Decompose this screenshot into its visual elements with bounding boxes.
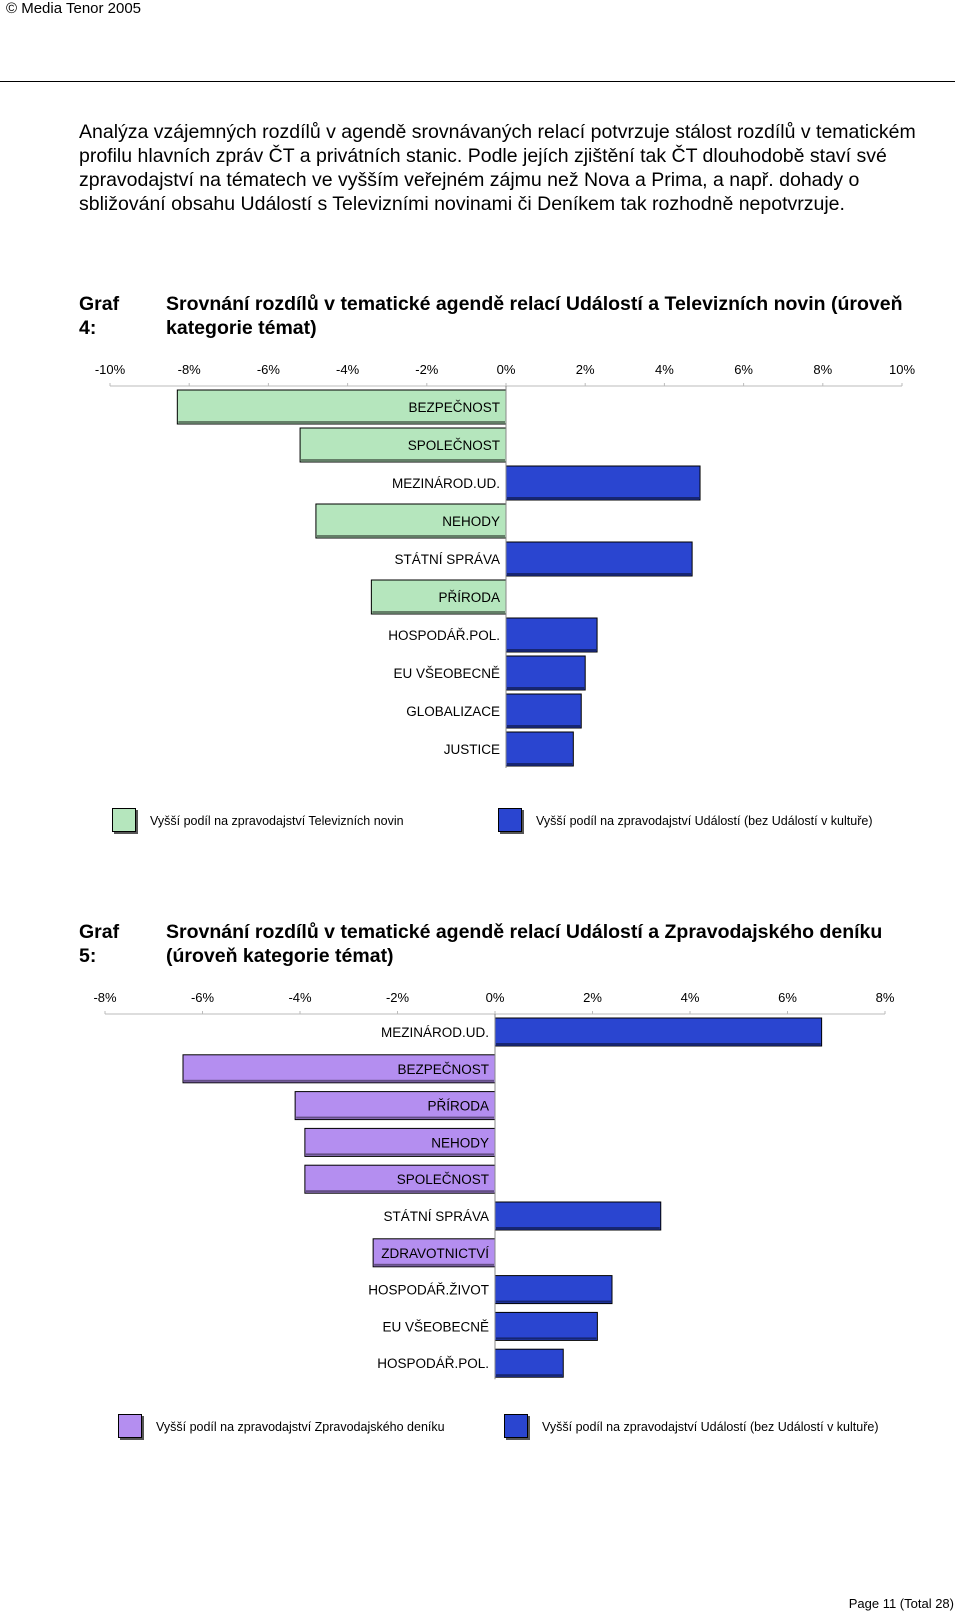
bar-shadow [184,1079,494,1082]
graf5-title: Srovnání rozdílů v tematické agendě rela… [166,921,883,967]
bar-shadow [507,497,700,499]
x-tick-label: -4% [288,990,312,1005]
graf4-chart: -10% -8% -6% -4% -2% 0% 2% 4% 6% 8% 10% BEZPEČNOST S… [95,362,915,768]
bar [299,427,507,463]
x-tick-label: 8% [813,362,832,377]
bar-shadow [496,1227,660,1229]
bar [505,541,693,577]
category-label: GLOBALIZACE [406,704,500,719]
intro-paragraph: Analýza vzájemných rozdílů v agendě srov… [79,121,916,215]
bar-shadow [496,1374,563,1377]
bar-shadow [507,725,581,727]
legend-text: Vyšší podíl na zpravodajství Událostí (b… [542,1420,879,1434]
graf5-chart: -8% -6% -4% -2% 0% 2% 4% 6% 8% MEZINÁROD.UD. BEZPE… [93,990,895,1380]
bar [304,1127,496,1157]
x-tick-label: -2% [415,362,439,377]
legend-swatch-blue [498,808,522,832]
category-label: EU VŠEOBECNĚ [393,666,500,681]
x-tick-label: 10% [889,362,915,377]
category-label: HOSPODÁŘ.POL. [388,628,500,643]
category-label: JUSTICE [444,742,500,757]
x-tick-label: 6% [778,990,797,1005]
x-tick-label: -6% [257,362,281,377]
bar [294,1091,496,1121]
category-label: STÁTNÍ SPRÁVA [383,1209,489,1224]
graf4-label: Graf 4: [79,293,120,339]
legend-swatch-green [112,808,136,832]
x-tick-label: 2% [583,990,602,1005]
x-tick-label: 6% [734,362,753,377]
category-label: MEZINÁROD.UD. [392,476,500,491]
category-label: PŘÍRODA [427,1099,489,1114]
bar [494,1201,662,1231]
legend-text: Vyšší podíl na zpravodajství Zpravodajsk… [156,1420,445,1434]
x-tick-label: 4% [681,990,700,1005]
bar [304,1164,496,1194]
category-label: PŘÍRODA [438,590,500,605]
x-tick-label: -10% [95,362,126,377]
bar-shadow [316,535,505,537]
bar-shadow [496,1300,611,1303]
bar [370,579,507,615]
bar-shadow [372,611,505,613]
category-label: BEZPEČNOST [408,400,500,415]
bar [315,503,507,539]
bar [505,617,598,653]
category-label: SPOLEČNOST [397,1172,489,1187]
legend-text: Vyšší podíl na zpravodajství Událostí (b… [536,814,873,828]
x-tick-label: 0% [497,362,516,377]
legend-swatch-purple [118,1414,142,1438]
bar-shadow [301,459,505,461]
category-label: EU VŠEOBECNĚ [382,1319,489,1334]
x-tick-label: -6% [191,990,215,1005]
bar [505,655,586,691]
graf5-label: Graf 5: [79,921,120,967]
bar-shadow [178,421,505,423]
x-tick-label: -8% [93,990,117,1005]
bar [176,389,507,425]
category-label: NEHODY [442,514,500,529]
category-label: BEZPEČNOST [397,1062,489,1077]
legend-text: Vyšší podíl na zpravodajství Televizních… [150,814,404,828]
bar [372,1238,496,1268]
bar [494,1311,598,1341]
x-tick-label: 4% [655,362,674,377]
category-label: MEZINÁROD.UD. [381,1025,489,1040]
bar-shadow [507,649,597,651]
x-tick-label: -8% [178,362,202,377]
bar-shadow [296,1116,494,1119]
bar [494,1275,613,1305]
bar-shadow [305,1190,494,1193]
bar [505,693,582,729]
category-label: HOSPODÁŘ.ŽIVOT [368,1283,489,1298]
bar-shadow [496,1043,821,1045]
bar-shadow [305,1153,494,1156]
header-rule [0,81,955,82]
bar-shadow [496,1337,597,1340]
x-tick-label: 0% [486,990,505,1005]
bar-shadow [507,763,573,765]
page-number: Page 11 (Total 28) [848,1596,954,1611]
category-label: SPOLEČNOST [408,438,500,453]
bar [505,465,701,501]
bar [182,1054,496,1084]
bar-shadow [507,687,585,689]
graf4-title: Srovnání rozdílů v tematické agendě rela… [166,293,903,339]
bar-shadow [374,1263,494,1266]
x-tick-label: 2% [576,362,595,377]
x-tick-label: -4% [336,362,360,377]
category-label: STÁTNÍ SPRÁVA [394,552,500,567]
copyright-text: © Media Tenor 2005 [6,0,142,17]
category-label: NEHODY [431,1135,489,1150]
x-tick-label: -2% [386,990,410,1005]
bar [494,1348,564,1378]
bar [505,731,574,767]
x-tick-label: 8% [876,990,895,1005]
bar-shadow [507,573,692,575]
category-label: ZDRAVOTNICTVÍ [381,1246,489,1261]
legend-swatch-blue [504,1414,528,1438]
category-label: HOSPODÁŘ.POL. [377,1356,489,1371]
bar [494,1017,823,1047]
